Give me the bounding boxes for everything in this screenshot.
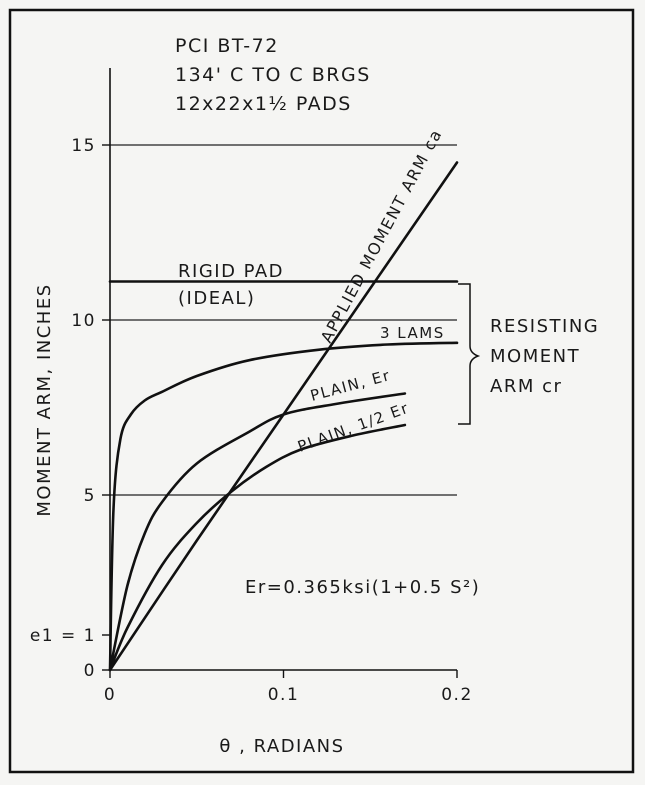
header-line-2: 134' C TO C BRGS <box>175 64 371 86</box>
y-tick-label-10: 10 <box>71 311 96 331</box>
y-tick-label-0: 0 <box>84 661 96 681</box>
y-tick-label-1: e1 = 1 <box>30 626 96 646</box>
figure-border <box>8 8 635 774</box>
series-line-plain-er <box>108 392 407 672</box>
annotation-moment: MOMENT <box>490 346 580 367</box>
series-layer <box>108 161 459 672</box>
series-line-plain-1-2-er <box>108 423 407 672</box>
annotation-rigid-pad-ideal: (IDEAL) <box>178 288 255 309</box>
y-tick-label-15: 15 <box>71 136 96 156</box>
annotation-resisting: RESISTING <box>490 316 599 337</box>
annotation-arm-cr: ARM cr <box>490 376 562 397</box>
tick-layer: 0 e1 = 1 5 10 15 0 0.1 0.2 <box>30 136 473 705</box>
x-tick-label-0: 0 <box>104 685 116 705</box>
x-tick-label-0-1: 0.1 <box>268 685 300 705</box>
header-line-1: PCI BT-72 <box>175 35 279 57</box>
annotation-formula: Er=0.365ksi(1+0.5 S²) <box>245 577 480 598</box>
x-axis-label: θ , RADIANS <box>219 736 344 757</box>
annotation-rigid-pad: RIGID PAD <box>178 261 284 282</box>
header-line-3: 12x22x1½ PADS <box>175 93 352 115</box>
x-tick-label-0-2: 0.2 <box>441 685 473 705</box>
y-tick-label-5: 5 <box>84 486 96 506</box>
series-line-3-lams <box>108 341 459 672</box>
y-axis-label: MOMENT ARM, INCHES <box>34 283 55 516</box>
annotation-3-lams: 3 LAMS <box>380 324 445 342</box>
resisting-brace <box>458 283 481 425</box>
